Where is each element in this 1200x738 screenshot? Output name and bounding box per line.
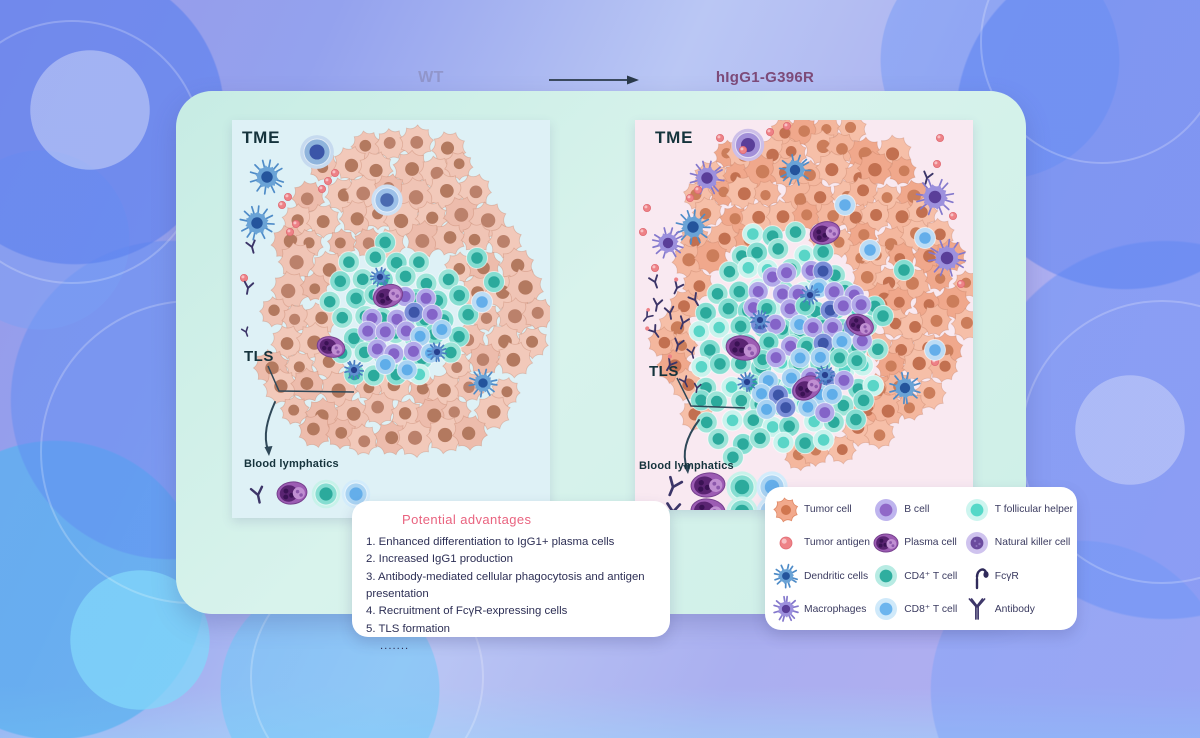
wt-tme-label: TME (242, 128, 281, 147)
higg1-g396r-label: hIgG1-G396R (715, 69, 815, 86)
advantages-title: Potential advantages (402, 512, 532, 527)
b-cell-icon (875, 498, 898, 521)
fcyr-icon (975, 568, 989, 590)
wt-blood-lymphatics-label: Blood lymphatics (244, 458, 339, 470)
advantage-item: 3. Antibody-mediated cellular phagocytos… (366, 570, 645, 600)
wt-tls-label: TLS (244, 348, 274, 365)
legend-label: Antibody (994, 603, 1035, 615)
advantage-item: 1. Enhanced differentiation to IgG1+ pla… (366, 536, 615, 548)
cd8-t-cell-icon (875, 598, 898, 621)
g396r-blood-lymphatics-label: Blood lymphatics (639, 460, 734, 472)
legend-item: CD4⁺ T cell (871, 560, 962, 592)
wt-tme-panel: TME TLS Blood lymphatics (232, 120, 550, 518)
legend-label: Tumor cell (804, 504, 852, 516)
legend-item: B cell (871, 494, 962, 526)
cd4-t-cell-icon (875, 565, 898, 588)
advantages-list: 1. Enhanced differentiation to IgG1+ pla… (366, 534, 656, 655)
potential-advantages-box: Potential advantages 1. Enhanced differe… (352, 501, 670, 652)
legend-label: Natural killer cell (994, 537, 1071, 549)
legend-item: Antibody (962, 593, 1073, 625)
legend-label: Plasma cell (904, 537, 957, 549)
legend-label: Tumor antigen (804, 537, 871, 549)
advantage-item: 5. TLS formation (366, 622, 450, 635)
legend-label: CD8⁺ T cell (904, 604, 958, 616)
antibody-icon (968, 598, 986, 621)
legend-item: Plasma cell (871, 527, 962, 559)
plasma-cell-icon (873, 533, 899, 553)
advantage-item: 2. Increased IgG1 production (366, 553, 513, 566)
legend-item: Tumor antigen (771, 527, 871, 559)
g396r-tme-label: TME (655, 128, 694, 147)
dendritic-cell-icon (773, 563, 798, 589)
legend-label: FcγR (994, 570, 1019, 582)
tumor-cell-icon (773, 497, 799, 523)
legend-label: Macrophages (804, 603, 867, 615)
wt-label: WT (418, 69, 444, 86)
legend-item: CD8⁺ T cell (871, 593, 962, 625)
legend-item: FcγR (962, 560, 1073, 592)
legend-column: T follicular helper Natural killer cell Fc… (962, 493, 1073, 626)
g396r-tls-label: TLS (649, 363, 679, 380)
t-follicular-helper-icon (965, 498, 988, 521)
legend-item: Tumor cell (771, 494, 871, 526)
tumor-antigen-icon (779, 536, 793, 550)
legend-label: CD4⁺ T cell (904, 571, 958, 583)
wt-to-mutant-arrow-icon (549, 75, 639, 85)
legend-column: Tumor cell Tumor antigen Dendritic cells Ma… (771, 493, 871, 626)
advantage-item: ....... (380, 639, 410, 652)
g396r-panel-illustration (639, 120, 973, 510)
bubble-ring (0, 20, 204, 284)
macrophage-icon (773, 596, 799, 623)
legend-item: Macrophages (771, 593, 871, 625)
legend-item: Natural killer cell (962, 527, 1073, 559)
legend-label: T follicular helper (994, 504, 1073, 516)
g396r-tme-panel: TME TLS Blood lymphatics (635, 120, 973, 510)
advantage-item: 4. Recruitment of FcγR-expressing cells (366, 605, 568, 618)
legend-item: T follicular helper (962, 494, 1073, 526)
natural-killer-cell-icon (965, 531, 988, 554)
legend-item: Dendritic cells (771, 560, 871, 592)
legend-label: B cell (904, 504, 930, 516)
cell-type-legend: Tumor cell Tumor antigen Dendritic cells Ma… (765, 487, 1077, 630)
legend-label: Dendritic cells (804, 570, 869, 582)
wt-panel-illustration (239, 124, 550, 509)
legend-column: B cell Plasma cell CD4⁺ T cell CD8⁺ T cell (871, 493, 962, 626)
